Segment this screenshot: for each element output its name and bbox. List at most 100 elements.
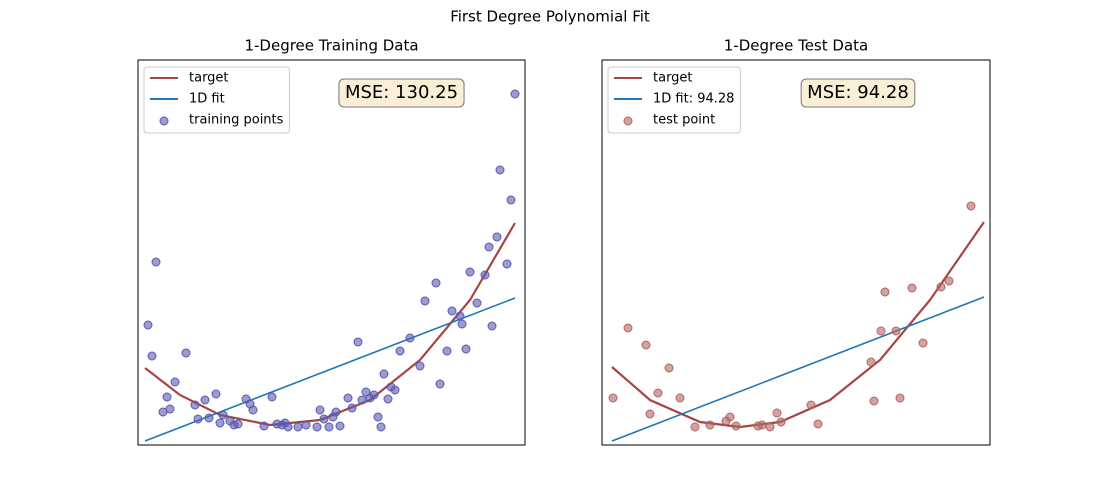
data-point [487,321,497,331]
data-point [211,389,221,399]
data-point [319,414,329,424]
data-point [776,417,786,427]
legend: target 1D fit: 94.28 test point [607,66,741,134]
data-point [343,393,353,403]
data-point [944,276,954,286]
data-point [492,232,502,242]
legend-swatch [159,116,169,126]
data-point [480,270,490,280]
data-point [376,422,386,432]
legend-swatch [623,116,633,126]
legend-label: target [653,71,693,86]
data-point [447,306,457,316]
data-point [907,283,917,293]
data-point [193,414,203,424]
data-point [806,400,816,410]
legend-label: 1D fit [189,92,225,107]
legend-label: training points [189,113,284,128]
data-point [772,408,782,418]
data-point [653,388,663,398]
data-point [353,337,363,347]
data-point [357,395,367,405]
data-point [347,403,357,413]
data-point [405,333,415,343]
data-point [918,338,928,348]
data-point [248,405,258,415]
data-point [866,357,876,367]
data-point [170,377,180,387]
data-point [395,346,405,356]
data-point [324,422,334,432]
data-point [431,278,441,288]
data-point [162,392,172,402]
data-point [510,89,520,99]
data-point [151,257,161,267]
data-point [690,422,700,432]
data-point [484,242,494,252]
data-point [495,165,505,175]
legend-label: 1D fit: 94.28 [653,92,734,107]
data-point [705,420,715,430]
data-point [181,348,191,358]
data-point [267,392,277,402]
data-point [215,418,225,428]
data-point [165,404,175,414]
subplot-title: 1-Degree Test Data [724,37,868,55]
data-point [190,400,200,410]
legend-box [143,66,290,134]
data-point [623,323,633,333]
data-point [293,422,303,432]
legend-label: test point [653,113,715,128]
legend: target 1D fit training points [143,66,290,134]
data-point [204,413,214,423]
data-point [506,195,516,205]
data-point [725,412,735,422]
data-point [675,393,685,403]
data-point [315,405,325,415]
data-point [765,422,775,432]
data-point [420,296,430,306]
data-point [813,419,823,429]
data-point [731,421,741,431]
data-point [641,340,651,350]
data-point [880,287,890,297]
data-point [147,351,157,361]
figure-title: First Degree Polynomial Fit [450,8,650,26]
data-point [369,390,379,400]
subplot: 1-Degree Test Data MSE: 94.28 target 1D fit… [601,37,991,446]
data-point [895,393,905,403]
data-point [608,393,618,403]
data-point [442,346,452,356]
data-point [259,421,269,431]
data-point [390,385,400,395]
data-point [869,396,879,406]
annotation-box [338,78,465,108]
data-point [379,369,389,379]
data-point [233,419,243,429]
annotation-box [800,78,916,108]
data-point [457,319,467,329]
data-point [383,394,393,404]
data-point [415,361,425,371]
annotation: MSE: 94.28 [807,82,909,103]
data-point [645,409,655,419]
data-point [472,298,482,308]
data-point [200,395,210,405]
data-point [301,420,311,430]
data-point [461,344,471,354]
data-point [143,320,153,330]
fit-line [611,296,985,442]
data-point [891,326,901,336]
data-point [312,422,322,432]
legend-box [607,66,741,134]
data-point [936,282,946,292]
subplot-title: 1-Degree Training Data [244,37,418,55]
data-point [455,311,465,321]
data-point [502,259,512,269]
data-point [331,407,341,417]
data-point [335,421,345,431]
annotation: MSE: 130.25 [345,82,458,103]
data-point [218,410,228,420]
data-point [465,267,475,277]
